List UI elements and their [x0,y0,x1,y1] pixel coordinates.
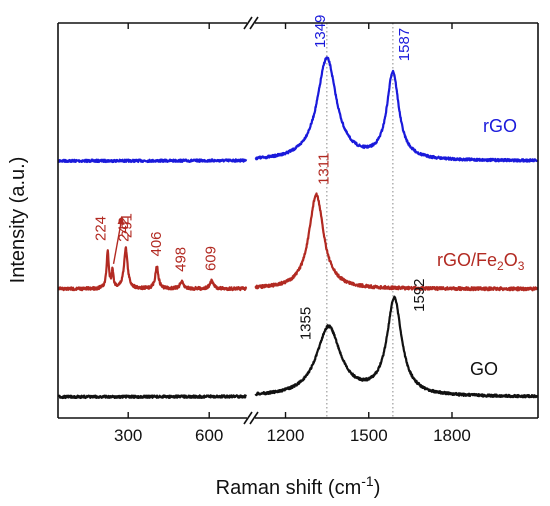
axis-break-mark-0-0 [243,16,253,30]
axes-frame [57,22,539,419]
peak-label-1-4: 498 [173,247,190,272]
axis-break-mark-1-1 [249,411,259,425]
series-line-2-0 [57,394,248,400]
peak-label-1-6: 1311 [315,153,332,185]
axis-break-mark-0-1 [249,16,259,30]
peak-label-1-2: 291 [119,213,136,238]
x-tick-label-2: 1200 [267,426,305,445]
series-line-0-0 [57,158,248,164]
peak-arrow-242 [112,219,123,265]
series-line-1-1 [254,192,539,292]
series-0: 1349 1587 [57,15,539,164]
x-axis-label: Raman shift (cm-1) [216,473,381,499]
series-2: 1355 1592 [57,278,539,400]
series-line-2-1 [254,295,539,399]
series-line-1-0 [57,246,248,292]
x-tick-label-4: 1800 [433,426,471,445]
series-label-rgo-fe2o3: rGO/Fe2O3 [437,250,525,273]
x-tick-label-3: 1500 [350,426,388,445]
peak-label-1-3: 406 [148,231,165,256]
series-label-rgo: rGO [483,116,517,136]
peak-label-0-1: 1587 [396,28,413,61]
x-tick-label-1: 600 [195,426,223,445]
peak-label-1-0: 224 [93,216,110,241]
peak-arrowhead-242 [117,215,125,225]
axis-break-mark-1-0 [243,411,253,425]
y-axis-label: Intensity (a.u.) [7,157,29,284]
x-tick-label-0: 300 [114,426,142,445]
series-label-go: GO [470,359,498,379]
peak-label-0-0: 1349 [312,15,329,48]
peak-label-2-1: 1592 [411,278,428,311]
peak-label-1-5: 609 [203,246,220,271]
peak-label-2-0: 1355 [297,307,314,340]
series-line-0-1 [254,56,539,163]
